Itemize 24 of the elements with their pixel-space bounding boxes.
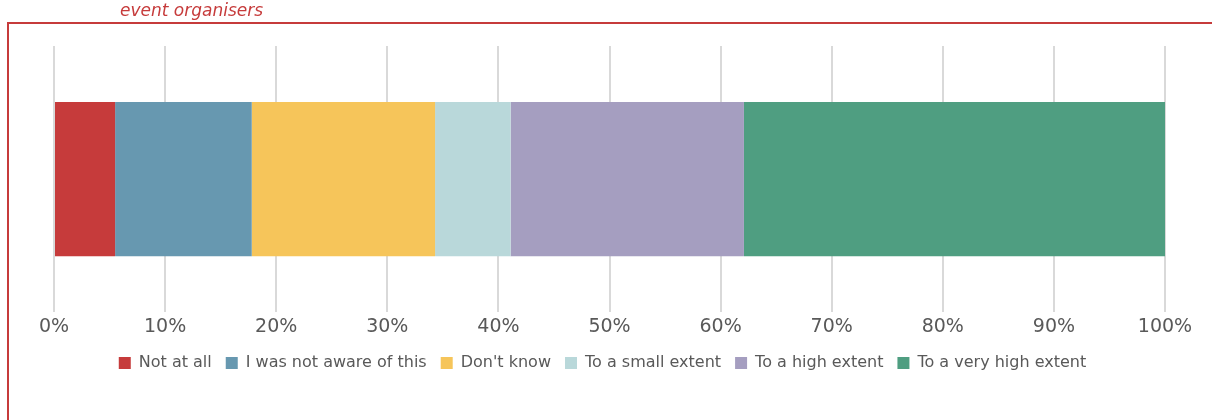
x-tick-label: 100%: [1137, 313, 1193, 336]
bar: [55, 101, 116, 257]
x-tick-label: 90%: [1032, 313, 1076, 336]
bar: [115, 101, 252, 257]
x-tick-label: 60%: [699, 313, 742, 336]
legend-label: Don't know: [460, 352, 551, 372]
legend-label: To a small extent: [584, 352, 722, 372]
legend-label: Not at all: [138, 352, 212, 372]
x-tick-label: 40%: [477, 313, 520, 336]
x-tick-label: 10%: [143, 313, 187, 336]
x-tick-label: 20%: [255, 313, 298, 336]
legend-label: To a high extent: [754, 352, 884, 372]
bar: [743, 101, 1165, 257]
x-tick-label: 50%: [588, 313, 631, 336]
x-tick-label: 80%: [921, 313, 964, 336]
chart-title: event organisers: [120, 0, 264, 20]
bar: [435, 101, 511, 257]
bar: [510, 101, 744, 257]
x-tick-label: 70%: [810, 313, 853, 336]
legend-label: To a very high extent: [916, 352, 1087, 372]
x-tick-label: 30%: [366, 313, 409, 336]
bar: [251, 101, 436, 257]
x-tick-label: 0%: [38, 313, 70, 336]
legend-label: I was not aware of this: [245, 352, 427, 372]
